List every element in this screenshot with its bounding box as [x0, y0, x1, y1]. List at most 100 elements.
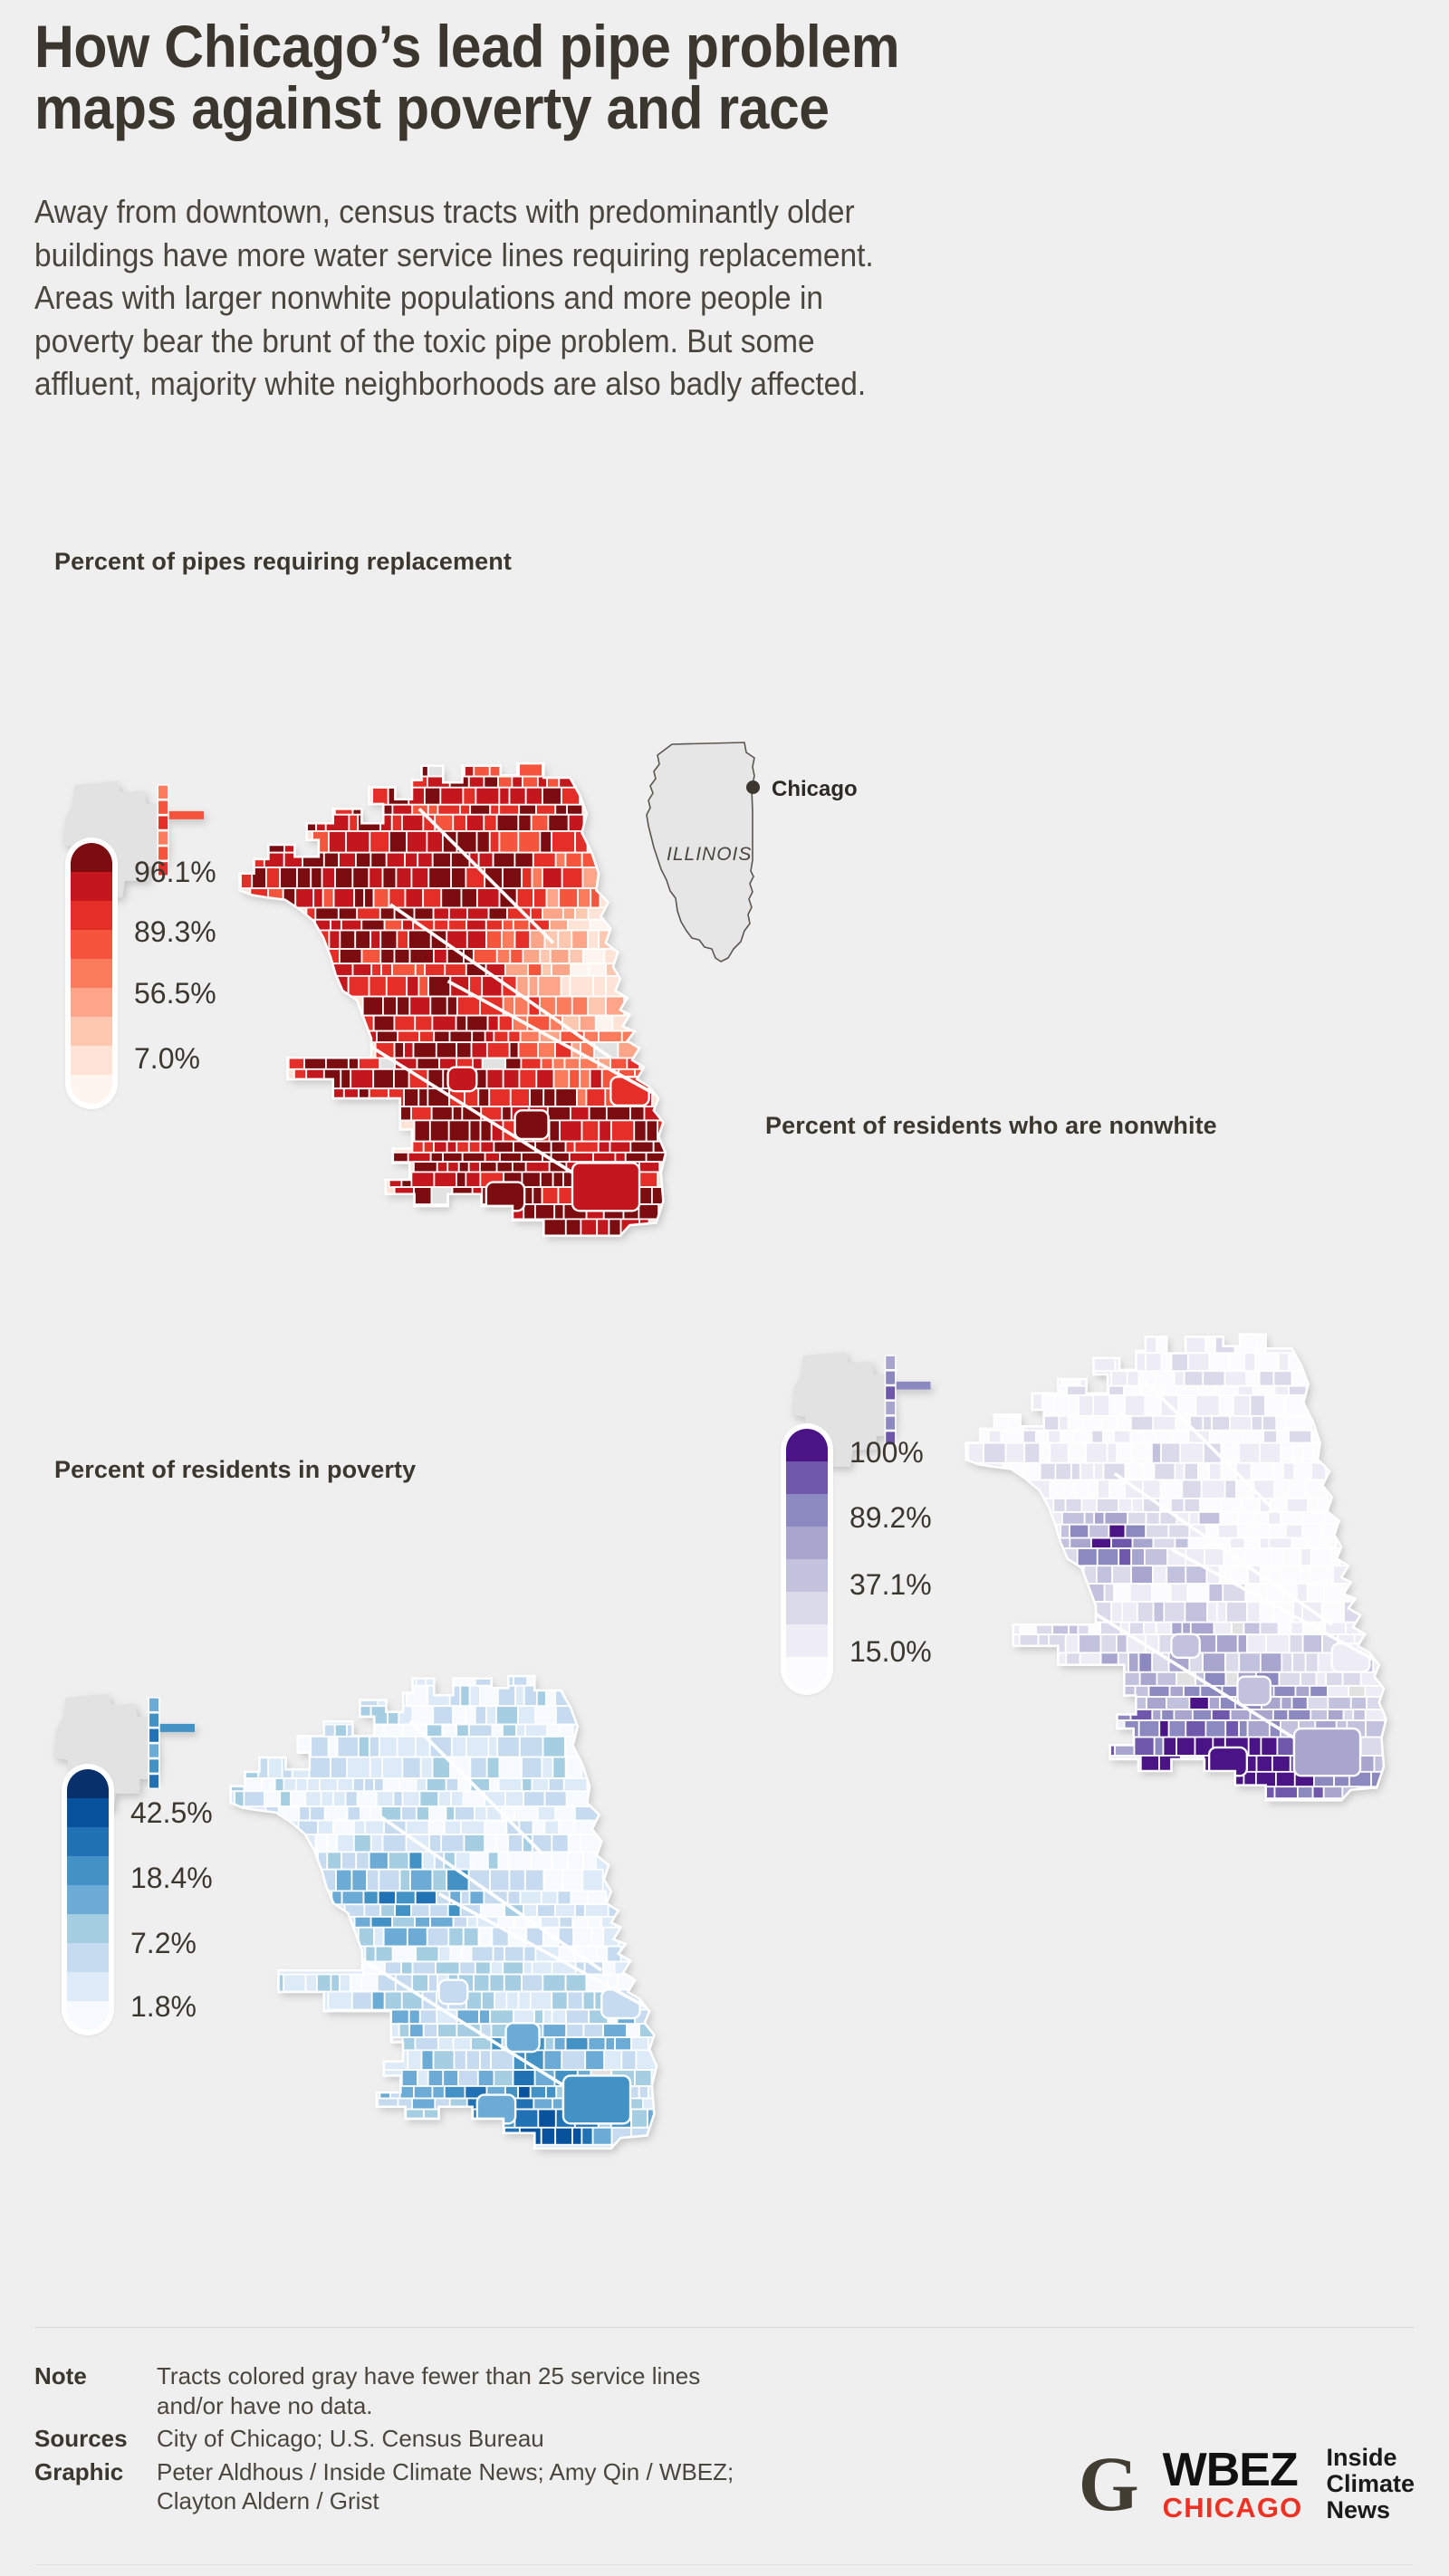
census-tract — [1204, 1719, 1227, 1738]
census-tract — [369, 1805, 382, 1822]
census-tract — [1238, 1719, 1249, 1738]
census-tract — [383, 1990, 403, 2011]
footer-row-graphic: Graphic Peter Aldhous / Inside Climate N… — [34, 2457, 1058, 2516]
census-tract — [432, 906, 450, 921]
census-tract — [394, 1903, 412, 1918]
census-tract — [1166, 1696, 1191, 1710]
census-tract — [1039, 1441, 1051, 1464]
census-tract — [1218, 1393, 1234, 1417]
census-tract — [1117, 1414, 1132, 1432]
census-tract — [1151, 1441, 1162, 1464]
census-tract — [588, 1106, 608, 1122]
census-tract — [429, 995, 448, 1017]
census-tract — [1278, 1671, 1302, 1687]
census-tract — [451, 1106, 464, 1122]
census-tract — [381, 1834, 408, 1853]
census-tract — [1168, 1684, 1185, 1698]
census-tract — [638, 1161, 661, 1173]
census-tract — [148, 1711, 160, 1729]
ohare-connector-shape — [891, 1381, 931, 1390]
census-tract-large — [504, 2022, 541, 2054]
census-tract — [385, 851, 406, 868]
census-tract — [459, 803, 472, 816]
census-tract — [1138, 1671, 1158, 1687]
census-tract — [485, 1705, 497, 1726]
census-tract — [518, 1068, 538, 1090]
census-tract — [405, 1684, 429, 1708]
census-tract — [513, 1805, 539, 1822]
census-tract — [469, 1756, 488, 1779]
census-tract — [1047, 1429, 1062, 1444]
census-tract — [1174, 1461, 1185, 1481]
census-tract — [1306, 1583, 1326, 1603]
census-tract — [543, 2036, 555, 2052]
city-boundary-stroke — [964, 1333, 1388, 1802]
census-tract — [559, 1119, 583, 1143]
census-tract — [1349, 1696, 1367, 1710]
ohare-edge-tracts — [148, 1697, 160, 1790]
census-tract — [1124, 1393, 1147, 1417]
census-tract — [522, 775, 539, 789]
census-tract — [530, 813, 550, 832]
census-tract — [504, 2126, 521, 2146]
census-tract — [1128, 1583, 1154, 1603]
census-tract — [328, 830, 347, 854]
legend-swatch — [67, 1827, 109, 1856]
census-tract — [1137, 1652, 1154, 1673]
footer-note-label: Note — [34, 2362, 87, 2389]
census-tract — [580, 1218, 599, 1236]
census-tract — [1243, 1547, 1262, 1567]
census-tract — [446, 995, 458, 1017]
census-tract — [1092, 1393, 1111, 1417]
census-tract — [609, 1057, 629, 1070]
census-tract — [452, 1915, 468, 1929]
census-tract — [389, 830, 408, 854]
census-tract — [587, 906, 611, 921]
census-tract — [449, 1756, 472, 1779]
census-tract — [412, 1041, 437, 1059]
census-tract — [1167, 1719, 1187, 1738]
census-tract — [1309, 1684, 1329, 1698]
census-tract — [312, 887, 324, 909]
census-tract — [375, 1790, 395, 1808]
census-tract — [1160, 1709, 1176, 1721]
census-tract — [1237, 1523, 1254, 1539]
legend-swatch — [786, 1494, 828, 1527]
census-tract — [1236, 1384, 1254, 1396]
census-tract — [1366, 1696, 1387, 1710]
census-tract — [378, 1735, 398, 1758]
census-tract — [583, 1903, 609, 1918]
census-tract — [591, 2126, 613, 2146]
census-tract — [393, 1186, 416, 1205]
census-tract — [1096, 1498, 1119, 1513]
census-tract — [551, 2008, 567, 2025]
census-tract — [534, 1203, 556, 1221]
census-tract — [509, 948, 524, 965]
census-tract — [560, 974, 571, 998]
legend-label-pipes-0: 96.1% — [134, 856, 216, 888]
census-tract — [529, 2085, 547, 2100]
census-tract — [417, 851, 434, 868]
census-tract — [645, 1119, 658, 1143]
census-tract — [450, 1676, 476, 1687]
census-tract — [884, 1384, 897, 1401]
census-tract — [1191, 1709, 1213, 1721]
census-tract — [436, 1161, 449, 1173]
census-tract — [314, 1834, 329, 1853]
census-tract — [634, 2069, 653, 2087]
census-tract — [1236, 1633, 1248, 1654]
legend-swatch — [786, 1559, 828, 1592]
census-tract — [437, 1790, 452, 1808]
census-tract — [378, 1868, 401, 1892]
census-tract — [441, 1723, 458, 1738]
census-tract — [494, 1990, 508, 2011]
census-tract — [1153, 1736, 1165, 1757]
census-tract — [370, 962, 383, 977]
census-tract — [1311, 1786, 1325, 1799]
census-tract — [363, 1903, 382, 1918]
census-tract — [372, 887, 390, 909]
census-tract — [578, 1014, 597, 1032]
census-tract — [1294, 1684, 1311, 1698]
census-tract — [426, 1926, 450, 1948]
census-tract — [1121, 1601, 1138, 1623]
